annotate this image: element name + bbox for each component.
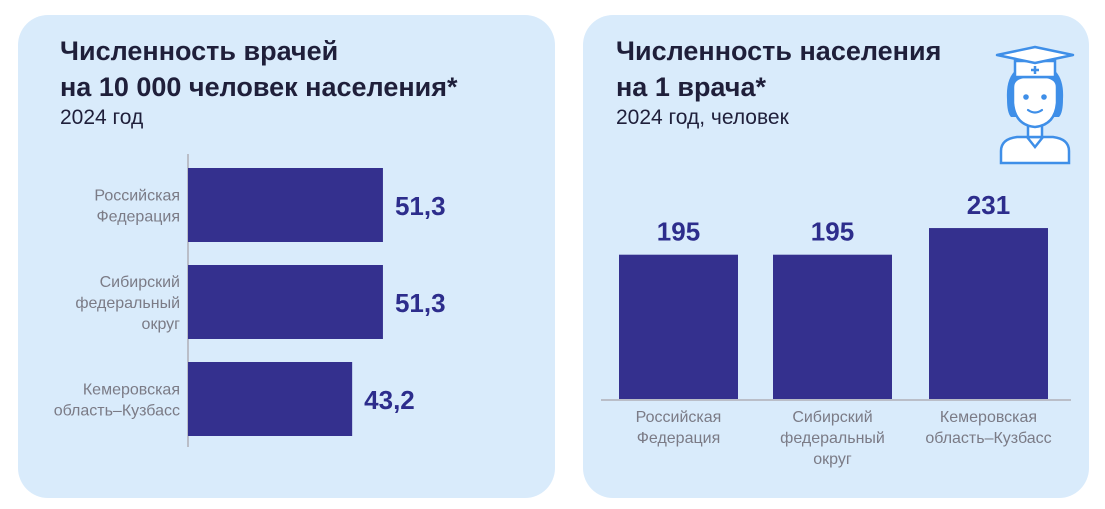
bar bbox=[188, 168, 383, 242]
category-label-line: Федерация bbox=[637, 430, 721, 447]
category-label-line: Российская bbox=[94, 188, 180, 205]
left-subtitle: 2024 год bbox=[60, 106, 144, 129]
category-label-line: область–Кузбасс bbox=[54, 403, 180, 420]
category-label-line: федеральный bbox=[75, 295, 180, 312]
value-label: 43,2 bbox=[364, 385, 415, 415]
value-label: 195 bbox=[811, 217, 854, 247]
category-label: Сибирский федеральный округ bbox=[780, 409, 885, 468]
bar bbox=[188, 362, 353, 436]
right-title-line2: на 1 врача* bbox=[616, 72, 766, 102]
population-per-doctor-chart: 195 Российская Федерация 195 Сибирский федера… bbox=[601, 190, 1071, 468]
category-label-line: Сибирский bbox=[100, 274, 180, 291]
category-label-line: округ bbox=[813, 451, 852, 468]
doctor-icon bbox=[995, 45, 1075, 165]
right-panel: Численность населения на 1 врача* 2024 г… bbox=[583, 15, 1089, 498]
category-label: Сибирский федеральный округ bbox=[75, 274, 180, 333]
category-label-line: Кемеровская bbox=[940, 409, 1037, 426]
left-panel: Численность врачей на 10 000 человек нас… bbox=[18, 15, 555, 498]
category-label-line: Федерация bbox=[96, 209, 180, 226]
right-title-line1: Численность населения bbox=[616, 36, 942, 66]
category-label: Российская Федерация bbox=[636, 409, 722, 447]
category-label-line: округ bbox=[142, 316, 181, 333]
category-label: Российская Федерация bbox=[94, 188, 180, 226]
left-title-line1: Численность врачей bbox=[60, 36, 339, 66]
bar bbox=[188, 265, 383, 339]
value-label: 51,3 bbox=[395, 288, 446, 318]
bar bbox=[619, 254, 738, 399]
category-label-line: Кемеровская bbox=[83, 382, 180, 399]
value-label: 195 bbox=[657, 217, 700, 247]
category-label-line: Сибирский bbox=[792, 409, 872, 426]
bar bbox=[929, 228, 1048, 399]
category-label-line: Российская bbox=[636, 409, 722, 426]
category-label: Кемеровская область–Кузбасс bbox=[54, 382, 180, 420]
bar bbox=[773, 254, 892, 399]
category-label: Кемеровская область–Кузбасс bbox=[925, 409, 1051, 447]
value-label: 51,3 bbox=[395, 191, 446, 221]
value-label: 231 bbox=[967, 190, 1010, 220]
category-label-line: область–Кузбасс bbox=[925, 430, 1051, 447]
doctors-per-10000-chart: 51,3 Российская Федерация 51,3 Сибирский феде… bbox=[54, 154, 446, 447]
right-subtitle: 2024 год, человек bbox=[616, 106, 789, 129]
category-label-line: федеральный bbox=[780, 430, 885, 447]
left-title-line2: на 10 000 человек населения* bbox=[60, 72, 458, 102]
